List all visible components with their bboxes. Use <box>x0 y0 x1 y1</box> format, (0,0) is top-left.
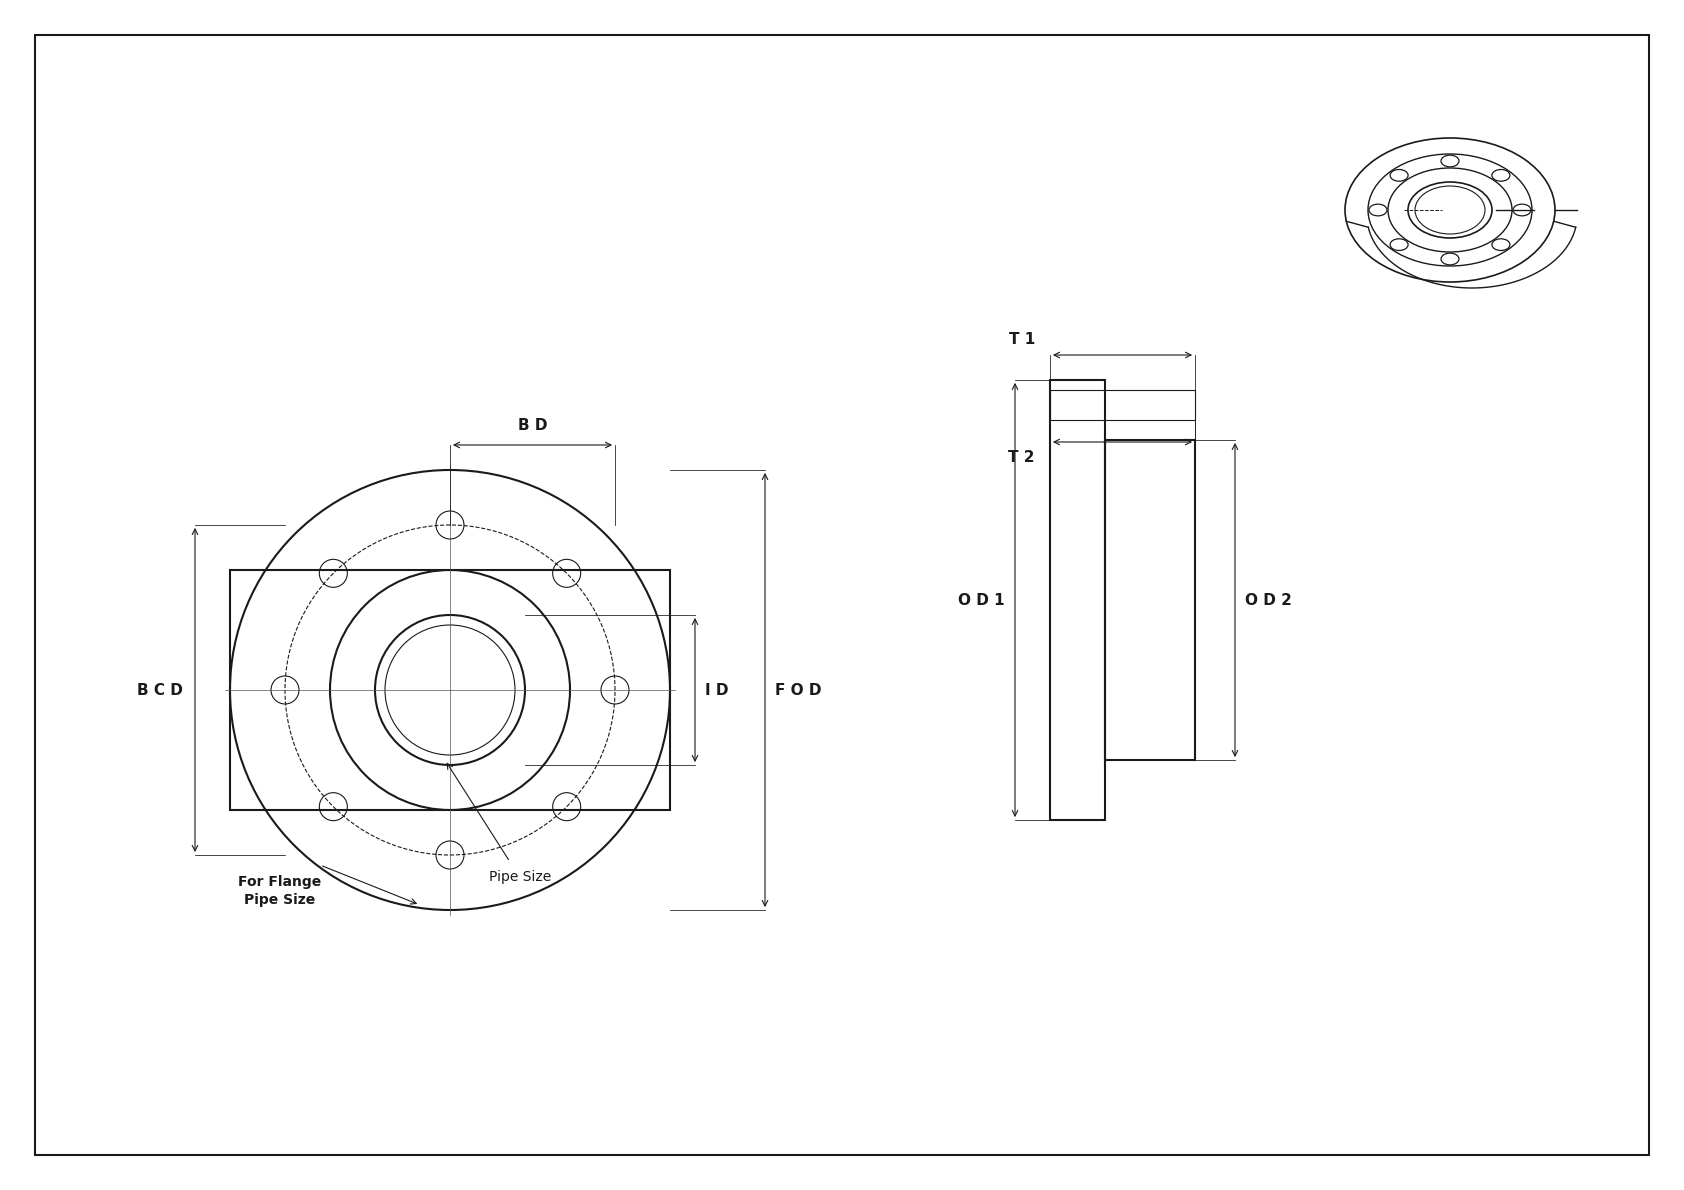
Text: F O D: F O D <box>775 683 822 697</box>
Text: T 2: T 2 <box>1009 450 1036 465</box>
Text: B C D: B C D <box>136 683 184 697</box>
Text: B D: B D <box>517 418 547 433</box>
Text: Pipe Size: Pipe Size <box>488 870 551 884</box>
Text: For Flange
Pipe Size: For Flange Pipe Size <box>239 875 322 908</box>
Text: O D 2: O D 2 <box>1244 593 1292 608</box>
Text: O D 1: O D 1 <box>958 593 1005 608</box>
Text: T 1: T 1 <box>1009 332 1036 347</box>
Text: I D: I D <box>706 683 729 697</box>
